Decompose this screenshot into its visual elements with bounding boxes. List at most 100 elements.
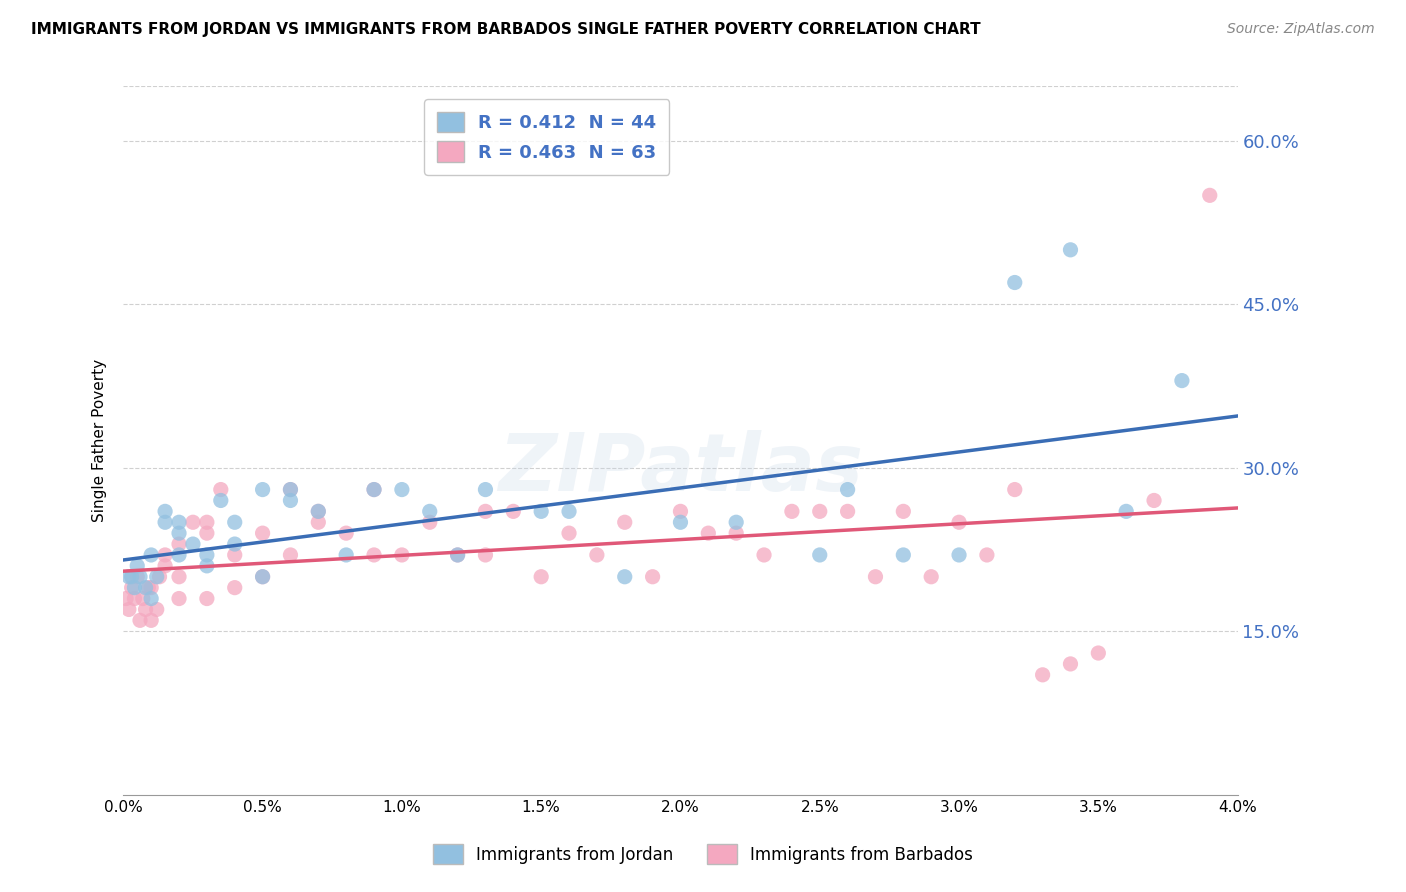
Point [419, 515, 441, 529]
Point [145, 570, 167, 584]
Point [181, 515, 204, 529]
Point [124, 591, 146, 606]
Point [1004, 276, 1026, 290]
Point [115, 591, 138, 606]
Point [1004, 483, 1026, 497]
Point [132, 591, 155, 606]
Point [153, 515, 176, 529]
Point [669, 515, 692, 529]
Point [307, 504, 329, 518]
Point [335, 526, 357, 541]
Point [129, 613, 152, 627]
Point [1171, 374, 1194, 388]
Point [195, 548, 218, 562]
Point [837, 504, 859, 518]
Point [141, 591, 163, 606]
Point [138, 581, 160, 595]
Point [391, 483, 413, 497]
Point [252, 570, 274, 584]
Point [127, 570, 149, 584]
Point [697, 526, 720, 541]
Point [224, 515, 246, 529]
Point [865, 570, 887, 584]
Point [167, 526, 190, 541]
Point [141, 613, 163, 627]
Point [307, 515, 329, 529]
Point [530, 570, 553, 584]
Point [502, 504, 524, 518]
Point [1059, 657, 1081, 671]
Point [474, 548, 496, 562]
Point [252, 526, 274, 541]
Point [891, 504, 914, 518]
Point [725, 515, 748, 529]
Point [167, 548, 190, 562]
Point [363, 548, 385, 562]
Point [145, 602, 167, 616]
Legend: R = 0.412  N = 44, R = 0.463  N = 63: R = 0.412 N = 44, R = 0.463 N = 63 [425, 99, 669, 175]
Point [363, 483, 385, 497]
Point [641, 570, 664, 584]
Point [586, 548, 609, 562]
Point [195, 515, 218, 529]
Point [474, 504, 496, 518]
Point [530, 504, 553, 518]
Point [124, 581, 146, 595]
Point [121, 570, 143, 584]
Point [129, 570, 152, 584]
Point [167, 515, 190, 529]
Point [195, 558, 218, 573]
Point [118, 570, 141, 584]
Point [167, 591, 190, 606]
Point [280, 483, 302, 497]
Point [752, 548, 775, 562]
Point [153, 504, 176, 518]
Point [808, 548, 831, 562]
Y-axis label: Single Father Poverty: Single Father Poverty [93, 359, 107, 522]
Point [976, 548, 998, 562]
Point [891, 548, 914, 562]
Point [195, 526, 218, 541]
Point [1143, 493, 1166, 508]
Point [153, 558, 176, 573]
Point [1032, 668, 1054, 682]
Point [224, 581, 246, 595]
Point [209, 483, 232, 497]
Point [725, 526, 748, 541]
Point [669, 504, 692, 518]
Point [167, 570, 190, 584]
Point [280, 548, 302, 562]
Legend: Immigrants from Jordan, Immigrants from Barbados: Immigrants from Jordan, Immigrants from … [426, 838, 980, 871]
Point [558, 526, 581, 541]
Point [141, 548, 163, 562]
Point [252, 483, 274, 497]
Point [209, 493, 232, 508]
Point [391, 548, 413, 562]
Point [153, 548, 176, 562]
Text: ZIPatlas: ZIPatlas [498, 430, 863, 508]
Point [613, 515, 636, 529]
Point [419, 504, 441, 518]
Point [181, 537, 204, 551]
Point [446, 548, 468, 562]
Point [558, 504, 581, 518]
Point [948, 515, 970, 529]
Point [613, 570, 636, 584]
Point [780, 504, 803, 518]
Point [446, 548, 468, 562]
Point [1198, 188, 1220, 202]
Point [948, 548, 970, 562]
Point [141, 581, 163, 595]
Point [808, 504, 831, 518]
Point [307, 504, 329, 518]
Point [252, 570, 274, 584]
Point [920, 570, 942, 584]
Point [118, 602, 141, 616]
Text: IMMIGRANTS FROM JORDAN VS IMMIGRANTS FROM BARBADOS SINGLE FATHER POVERTY CORRELA: IMMIGRANTS FROM JORDAN VS IMMIGRANTS FRO… [31, 22, 980, 37]
Point [280, 493, 302, 508]
Point [363, 483, 385, 497]
Point [224, 537, 246, 551]
Point [837, 483, 859, 497]
Point [135, 581, 157, 595]
Point [195, 591, 218, 606]
